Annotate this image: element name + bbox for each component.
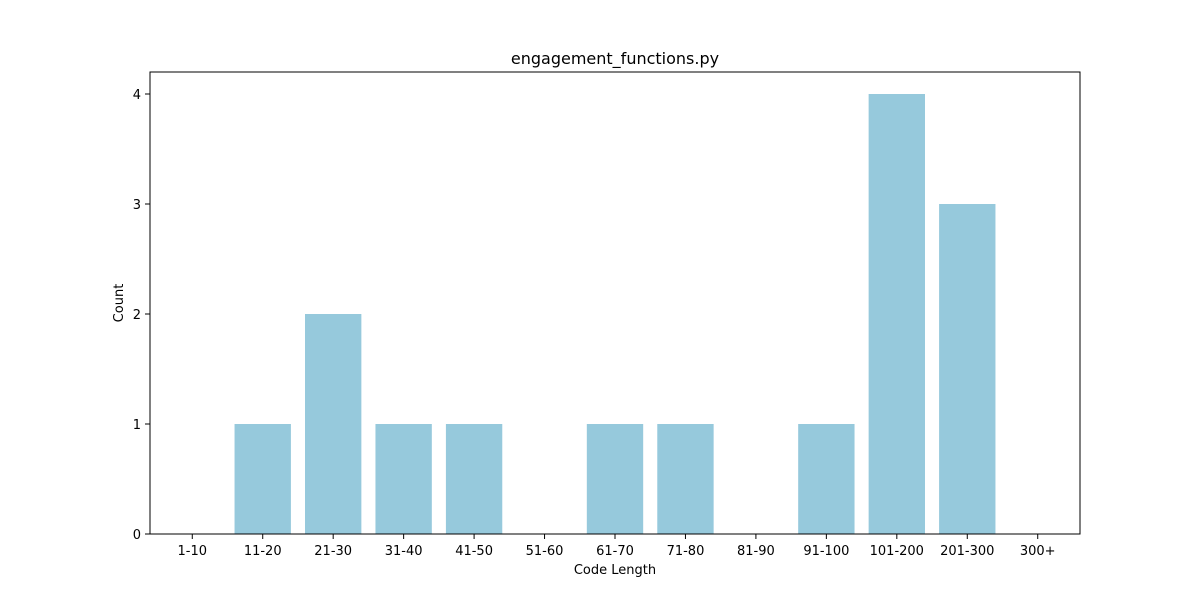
y-tick-label: 2 <box>133 308 141 323</box>
bar-101-200 <box>868 94 925 534</box>
y-tick-label: 4 <box>133 88 141 103</box>
x-tick-label: 61-70 <box>596 544 634 559</box>
x-tick-label: 201-300 <box>940 544 994 559</box>
y-tick-label: 1 <box>133 418 141 433</box>
x-tick-label: 1-10 <box>178 544 208 559</box>
y-tick-label: 0 <box>133 528 141 543</box>
plot-frame <box>149 71 1081 535</box>
bar-61-70 <box>586 424 644 534</box>
x-tick-label: 71-80 <box>667 544 705 559</box>
bar-11-20 <box>234 424 291 534</box>
x-tick-label: 101-200 <box>870 544 924 559</box>
bar-201-300 <box>939 204 996 534</box>
x-tick-label: 11-20 <box>244 544 282 559</box>
x-tick-label: 51-60 <box>526 544 564 559</box>
x-axis-label: Code Length <box>574 563 656 578</box>
bar-21-30 <box>305 314 362 534</box>
y-axis-ticks: 0 1 2 3 4 <box>133 88 150 543</box>
x-tick-label: 31-40 <box>385 544 423 559</box>
x-tick-label: 300+ <box>1020 544 1056 559</box>
y-axis-label: Count <box>112 284 127 323</box>
x-tick-label: 41-50 <box>455 544 493 559</box>
x-tick-label: 91-100 <box>803 544 849 559</box>
bar-31-40 <box>375 424 432 534</box>
bar-71-80 <box>657 424 714 534</box>
x-tick-label: 81-90 <box>737 544 775 559</box>
bar-41-50 <box>445 424 503 534</box>
x-tick-label: 21-30 <box>314 544 352 559</box>
bar-91-100 <box>798 424 855 534</box>
y-tick-label: 3 <box>133 198 141 213</box>
x-axis-ticks: 1-10 11-20 21-30 31-40 41-50 51-60 61-70 71-80 8… <box>178 534 1056 559</box>
chart-title: engagement_functions.py <box>511 49 719 69</box>
bars-group <box>234 94 996 534</box>
